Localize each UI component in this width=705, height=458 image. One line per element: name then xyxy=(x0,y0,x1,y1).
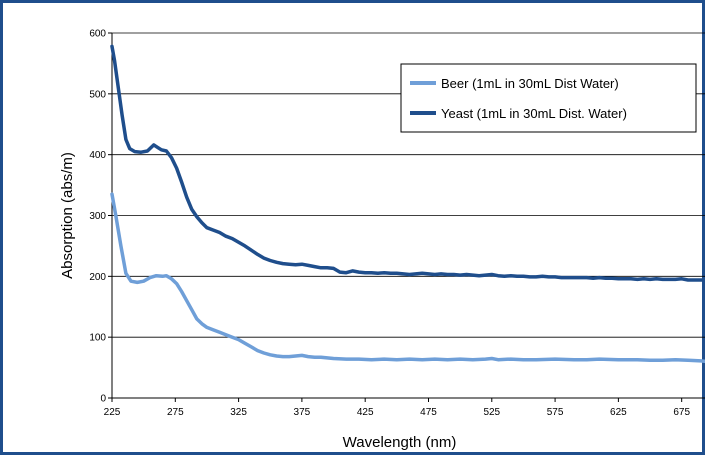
y-tick-label-600: 600 xyxy=(89,29,106,40)
y-axis-title: Absorption (abs/m) xyxy=(59,152,76,279)
legend-label-beer: Beer (1mL in 30mL Dist Water) xyxy=(441,76,619,91)
y-tick-label-200: 200 xyxy=(89,272,106,283)
y-tick-label-100: 100 xyxy=(89,333,106,344)
axes: 0 100 200 300 400 500 600 225 275 325 375 425 475 525… xyxy=(89,29,705,418)
absorption-line-chart: 0 100 200 300 400 500 600 225 275 325 375 425 475 525… xyxy=(59,29,705,451)
series-lines xyxy=(110,44,705,364)
x-axis-title: Wavelength (nm) xyxy=(343,434,457,451)
series-line-1 xyxy=(110,44,705,282)
y-tick-label-400: 400 xyxy=(89,150,106,161)
y-tick-label-500: 500 xyxy=(89,89,106,100)
series-line-0 xyxy=(110,192,705,364)
x-tick-label-325: 325 xyxy=(230,407,247,418)
x-tick-label-275: 275 xyxy=(167,407,184,418)
x-tick-label-625: 625 xyxy=(610,407,627,418)
x-tick-label-675: 675 xyxy=(673,407,690,418)
x-tick-label-575: 575 xyxy=(547,407,564,418)
x-tick-label-375: 375 xyxy=(294,407,311,418)
x-tick-label-525: 525 xyxy=(483,407,500,418)
legend-box xyxy=(400,63,697,133)
x-tick-label-475: 475 xyxy=(420,407,437,418)
y-tick-label-300: 300 xyxy=(89,211,106,222)
x-tick-label-425: 425 xyxy=(357,407,374,418)
legend-label-yeast: Yeast (1mL in 30mL Dist. Water) xyxy=(441,106,627,121)
y-tick-label-0: 0 xyxy=(100,394,106,405)
x-tick-label-225: 225 xyxy=(104,407,121,418)
legend: Beer (1mL in 30mL Dist Water) Yeast (1mL… xyxy=(400,63,697,133)
